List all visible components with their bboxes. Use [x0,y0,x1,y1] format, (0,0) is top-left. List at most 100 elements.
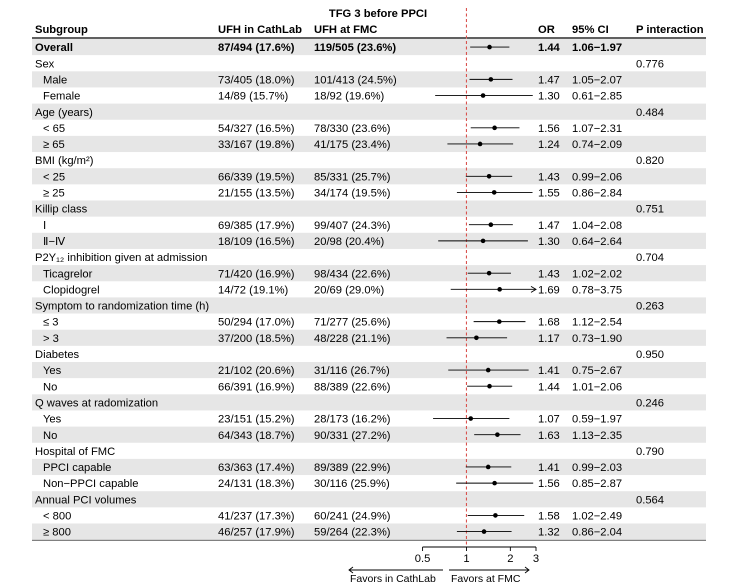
fmc-value: 30/116 (25.9%) [314,478,390,490]
or-point [486,173,492,179]
or-value: 1.56 [538,123,560,135]
subgroup-label: No [43,381,57,393]
fmc-value: 90/331 (27.2%) [314,430,391,442]
or-value: 1.43 [538,268,560,280]
subgroup-label: Yes [43,365,62,377]
fmc-value: 48/228 (21.1%) [314,333,391,345]
or-value: 1.32 [538,527,560,539]
row-shade [32,329,706,346]
subgroup-header: Hospital of FMC [35,446,115,458]
or-value: 1.63 [538,430,560,442]
cathlab-value: 14/89 (15.7%) [218,91,289,103]
row-shade [32,71,706,88]
cathlab-value: 50/294 (17.0%) [218,317,295,329]
or-point [480,93,486,98]
subgroup-label: ≤ 3 [43,317,58,329]
cathlab-value: 73/405 (18.0%) [218,74,295,86]
fmc-value: 88/389 (22.6%) [314,381,391,393]
subgroup-header: BMI (kg/m²) [35,155,94,167]
or-point [485,464,491,470]
fmc-value: 20/69 (29.0%) [314,284,385,296]
or-point [487,44,492,50]
subgroup-header: Killip class [35,204,88,216]
ci-value: 0.61−2.85 [572,91,622,103]
subgroup-header: Sex [35,58,55,70]
or-value: 1.47 [538,74,560,86]
col-header-cathlab: UFH in CathLab [218,24,302,36]
or-point [487,383,492,389]
subgroup-label: ≥ 800 [43,527,71,539]
or-value: 1.44 [538,381,560,393]
ci-arrow [530,285,537,293]
subgroup-label: Overall [35,42,73,54]
col-header-or: OR [538,24,555,36]
cathlab-value: 54/327 (16.5%) [218,123,295,135]
favor-left-arrowhead [348,566,354,574]
x-tick-label: 0.5 [415,553,431,565]
p-interaction-value: 0.950 [636,349,664,361]
row-shade [32,39,706,56]
row-shade [32,135,706,153]
row-shade [32,200,706,217]
or-point [485,367,491,373]
ci-value: 0.59−1.97 [572,414,622,426]
or-point [488,77,494,82]
cathlab-value: 14/72 (19.1%) [218,284,289,296]
or-value: 1.30 [538,236,560,248]
or-point [492,125,497,131]
subgroup-label: < 800 [43,511,71,523]
p-interaction-value: 0.776 [636,58,664,70]
fmc-value: 31/116 (26.7%) [314,365,390,377]
or-point [477,141,483,147]
row-shade [32,103,706,120]
or-point [496,319,502,324]
or-value: 1.68 [538,317,560,329]
col-header-fmc: UFH at FMC [314,24,377,36]
or-point [486,270,492,276]
or-value: 1.55 [538,188,560,200]
ci-value: 1.04−2.08 [572,220,622,232]
col-header-subgroup: Subgroup [35,24,88,36]
cathlab-value: 64/343 (18.7%) [218,430,295,442]
cathlab-value: 37/200 (18.5%) [218,333,295,345]
p-interaction-value: 0.484 [636,107,664,119]
or-value: 1.17 [538,333,560,345]
x-tick-label: 2 [507,553,513,565]
subgroup-label: Ticagrelor [43,268,93,280]
or-point [468,416,474,421]
cathlab-value: 33/167 (19.8%) [218,139,295,151]
row-shade [32,458,706,476]
or-value: 1.58 [538,511,560,523]
ci-value: 1.06−1.97 [572,42,622,54]
cathlab-value: 66/391 (16.9%) [218,381,295,393]
subgroup-label: Ⅱ−Ⅳ [43,236,66,248]
p-interaction-value: 0.751 [636,204,664,216]
or-value: 1.43 [538,171,560,183]
fmc-value: 34/174 (19.5%) [314,188,391,200]
fmc-value: 119/505 (23.6%) [314,42,396,54]
fmc-value: 85/331 (25.7%) [314,171,391,183]
or-value: 1.41 [538,462,560,474]
row-shade [32,362,706,379]
subgroup-label: No [43,430,57,442]
favor-left-label: Favors in CathLab [350,573,436,585]
ci-value: 0.74−2.09 [572,139,622,151]
or-point [481,529,487,534]
subgroup-label: < 25 [43,171,65,183]
subgroup-label: > 3 [43,333,59,345]
or-point [480,238,486,244]
or-value: 1.47 [538,220,560,232]
fmc-value: 59/264 (22.3%) [314,527,391,539]
ci-value: 1.01−2.06 [572,381,622,393]
subgroup-label: Non−PPCI capable [43,478,138,490]
subgroup-label: ≥ 25 [43,188,65,200]
fmc-value: 78/330 (23.6%) [314,123,391,135]
cathlab-value: 66/339 (19.5%) [218,171,295,183]
fmc-value: 71/277 (25.6%) [314,317,391,329]
x-tick-label: 3 [533,553,539,565]
cathlab-value: 23/151 (15.2%) [218,414,295,426]
cathlab-value: 71/420 (16.9%) [218,268,295,280]
subgroup-header: P2Y₁₂ inhibition given at admission [35,252,207,264]
or-point [495,432,500,437]
